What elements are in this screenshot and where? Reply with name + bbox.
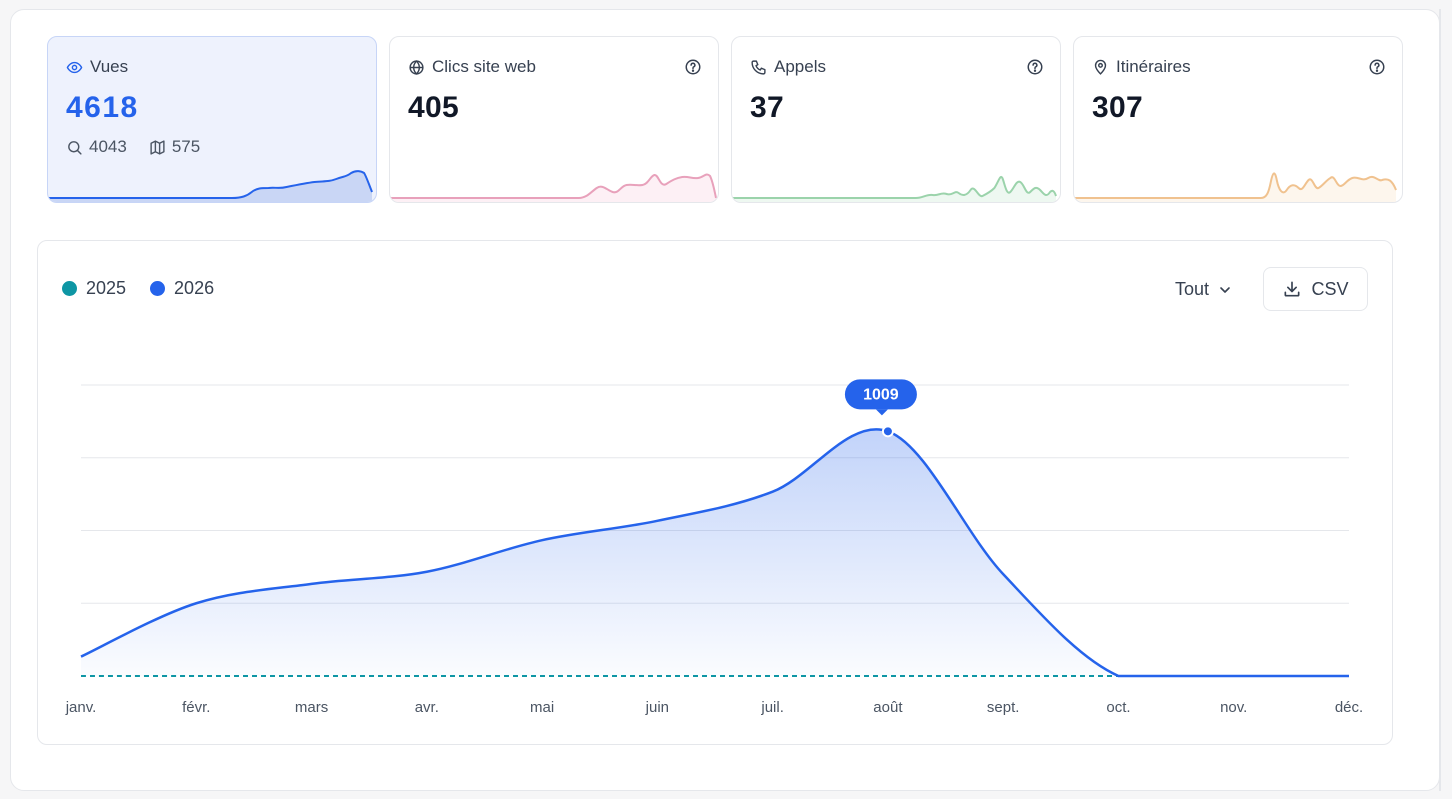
x-tick-label: nov. [1220, 699, 1247, 716]
card-value: 37 [750, 91, 784, 124]
help-icon[interactable] [1368, 58, 1386, 76]
csv-export-button[interactable]: CSV [1263, 267, 1368, 311]
search-views-count: 4043 [89, 137, 127, 156]
map-pin-icon [1094, 59, 1107, 75]
x-tick-label: avr. [415, 699, 439, 716]
x-tick-label: janv. [65, 699, 97, 716]
card-label: Appels [774, 57, 826, 76]
legend-dot-2025 [62, 281, 77, 296]
area-chart: 1009 janv. févr. mars avr. mai juin juil. août se… [65, 379, 1363, 716]
legend-dot-2026 [150, 281, 166, 296]
series-line-2026 [80, 428, 1349, 678]
x-tick-label: août [873, 699, 903, 716]
sparkline-calls [732, 176, 1057, 202]
card-label: Clics site web [432, 57, 536, 76]
maps-views-count: 575 [171, 137, 201, 156]
x-tick-label: févr. [182, 699, 210, 716]
help-icon[interactable] [684, 58, 702, 76]
card-value: 307 [1092, 91, 1143, 124]
metric-card-directions[interactable]: Itinéraires 307 [1073, 36, 1403, 203]
tooltip-value: 1009 [863, 386, 899, 403]
range-dropdown[interactable]: Tout [1175, 279, 1233, 300]
metric-card-calls[interactable]: Appels 37 [731, 36, 1061, 203]
sparkline-views [48, 170, 373, 202]
highlight-point[interactable] [881, 425, 894, 438]
chevron-down-icon [1220, 286, 1230, 293]
card-label: Vues [90, 57, 129, 76]
legend-item-2025[interactable]: 2025 [62, 278, 126, 299]
eye-icon [66, 61, 83, 73]
card-value: 4618 [66, 91, 139, 124]
value-tooltip: 1009 [844, 379, 917, 416]
help-icon[interactable] [1026, 58, 1044, 76]
views-chart-card: 2025 2026 Tout CSV 1009 janv. févr. mars avr… [37, 240, 1393, 745]
globe-icon [409, 59, 424, 75]
x-tick-label: oct. [1106, 699, 1130, 716]
metric-card-views[interactable]: Vues 4618 4043 575 [47, 36, 377, 203]
range-dropdown-label: Tout [1175, 279, 1210, 299]
sparkline-website-clicks [390, 173, 717, 202]
x-tick-label: mai [530, 699, 554, 716]
card-label: Itinéraires [1116, 57, 1191, 76]
legend-label: 2025 [86, 278, 127, 298]
legend-item-2026[interactable]: 2026 [150, 278, 214, 299]
phone-icon [751, 59, 766, 75]
x-tick-label: sept. [987, 699, 1020, 716]
x-tick-label: juin [645, 699, 669, 716]
legend-label: 2026 [174, 278, 215, 298]
download-icon [1284, 281, 1300, 297]
map-icon [150, 139, 165, 155]
card-value: 405 [408, 91, 459, 124]
search-icon [68, 140, 82, 155]
series-area-2026 [81, 429, 1349, 676]
sparkline-directions [1074, 172, 1397, 202]
x-tick-label: mars [295, 699, 328, 716]
metric-card-website-clicks[interactable]: Clics site web 405 [389, 36, 719, 203]
csv-export-label: CSV [1311, 278, 1349, 299]
scrollbar-track[interactable] [1439, 9, 1441, 791]
x-tick-label: déc. [1335, 699, 1363, 716]
chart-legend: 2025 2026 [62, 278, 238, 299]
x-tick-label: juil. [760, 699, 784, 716]
